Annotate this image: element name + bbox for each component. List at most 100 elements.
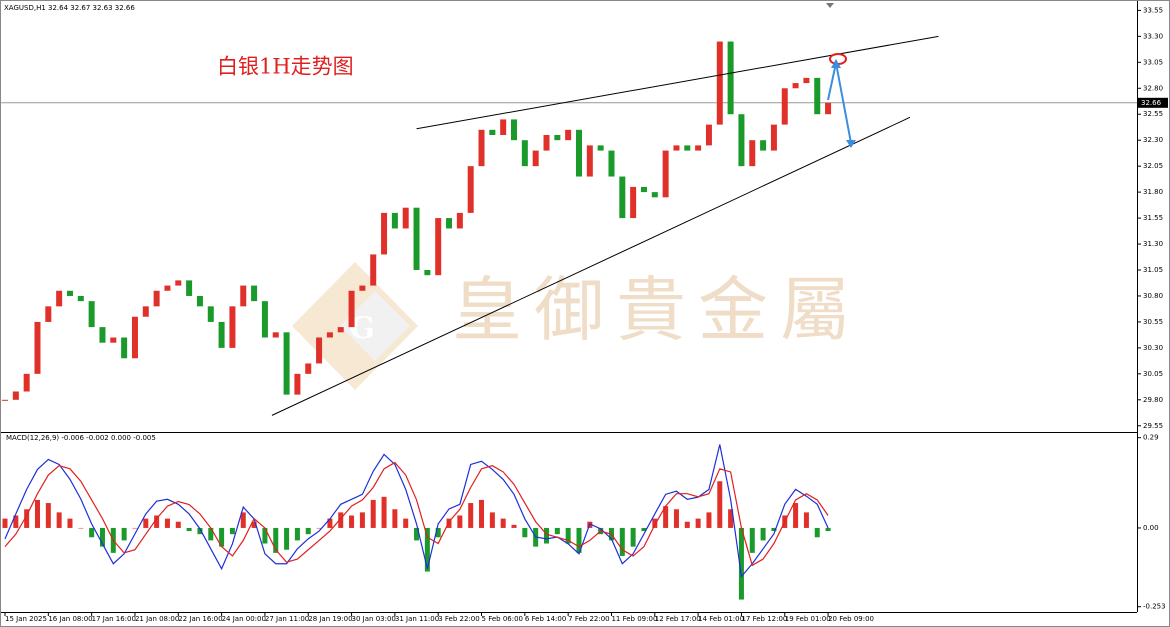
candle (749, 140, 756, 167)
histogram-bar (554, 527, 560, 535)
y-tick-label: 32.80 (1143, 84, 1163, 92)
histogram-bar (132, 527, 138, 529)
annotation (827, 53, 856, 148)
macd-pane (2, 444, 831, 600)
x-tick-label: 5 Feb 06:00 (482, 615, 523, 623)
histogram-bar (479, 499, 485, 528)
x-tick-label: 27 Jan 11:00 (265, 615, 309, 623)
histogram-bar (706, 512, 712, 528)
histogram-bar (197, 527, 203, 535)
candle (381, 212, 388, 255)
candle (478, 129, 485, 167)
x-tick-label: 21 Jan 08:00 (135, 615, 179, 623)
candle (695, 145, 702, 151)
histogram-bar (500, 518, 506, 528)
histogram-bar (121, 527, 127, 541)
x-tick-label: 12 Feb 17:00 (655, 615, 701, 623)
trendline (271, 116, 911, 416)
x-tick-label: 7 Feb 22:00 (568, 615, 609, 623)
candle (164, 285, 171, 291)
candle (575, 129, 582, 177)
logo-diamond-inner (340, 291, 410, 361)
watermark-text: 皇御貴金屬 (452, 269, 862, 351)
candle (153, 290, 160, 307)
histogram-bar (544, 527, 549, 544)
histogram-bar (143, 518, 149, 528)
histogram-bar (262, 527, 268, 544)
histogram-bar (738, 527, 744, 600)
histogram-bar (99, 527, 105, 547)
candle (489, 129, 496, 135)
x-tick-label: 6 Feb 14:00 (525, 615, 566, 623)
y-tick-label: 29.80 (1143, 396, 1163, 404)
candle (337, 327, 344, 333)
candle (294, 373, 301, 395)
x-tick-label: 14 Feb 01:00 (698, 615, 744, 623)
candle (34, 321, 41, 374)
candle (456, 212, 463, 229)
histogram-bar (435, 527, 441, 538)
candle (272, 332, 279, 338)
x-tick-label: 22 Jan 16:00 (178, 615, 222, 623)
candle (391, 212, 398, 229)
histogram-bar (338, 512, 344, 528)
histogram-bar (717, 481, 723, 528)
x-tick-label: 28 Jan 19:00 (308, 615, 352, 623)
candle (229, 306, 236, 348)
histogram-bar (403, 518, 409, 528)
histogram-bar (728, 509, 734, 528)
candle (792, 83, 799, 89)
histogram-bar (240, 512, 246, 528)
candle (640, 186, 647, 193)
current-price-label: 32.66 (1141, 99, 1162, 107)
candle (565, 129, 572, 141)
histogram-bar (576, 527, 582, 553)
x-tick-label: 20 Feb 09:00 (828, 615, 874, 623)
histogram-bar (446, 518, 452, 528)
candle (2, 399, 8, 401)
y-tick-label: 29.55 (1143, 422, 1163, 430)
y-tick-label: 0.29 (1143, 434, 1159, 442)
candle (446, 218, 453, 229)
candle (305, 363, 312, 374)
histogram-bar (695, 518, 701, 528)
candle (814, 77, 821, 115)
candle (673, 145, 680, 151)
histogram-bar (793, 503, 799, 528)
x-tick-label: 19 Feb 01:00 (785, 615, 831, 623)
candle (251, 285, 258, 302)
histogram-bar (208, 527, 214, 541)
y-tick-label: 31.30 (1143, 240, 1163, 248)
histogram-bar (468, 503, 474, 528)
candle (727, 41, 734, 115)
candle (608, 150, 615, 177)
histogram-bar (414, 527, 420, 541)
candle (283, 332, 290, 395)
x-tick-label: 17 Jan 16:00 (92, 615, 136, 623)
histogram-bar (349, 515, 355, 528)
histogram-bar (489, 512, 495, 528)
candle (370, 254, 377, 286)
y-tick-label: 33.05 (1143, 58, 1163, 66)
histogram-bar (565, 527, 571, 544)
histogram-bar (56, 512, 62, 528)
y-tick-label: 30.30 (1143, 344, 1163, 352)
candle (56, 290, 63, 307)
x-tick-label: 3 Feb 22:00 (438, 615, 479, 623)
histogram-bar (663, 506, 669, 528)
histogram-bar (186, 527, 192, 532)
histogram-bar (803, 512, 809, 528)
candle (240, 285, 247, 307)
histogram-bar (327, 518, 333, 528)
candle (619, 176, 626, 219)
histogram-bar (251, 521, 257, 528)
candle (760, 140, 767, 151)
histogram-bar (305, 527, 311, 535)
candle (825, 102, 832, 115)
histogram-bar (749, 527, 755, 553)
candle (45, 306, 52, 322)
histogram-bar (424, 527, 430, 572)
price-pane (0, 35, 1137, 416)
candle (630, 186, 637, 219)
